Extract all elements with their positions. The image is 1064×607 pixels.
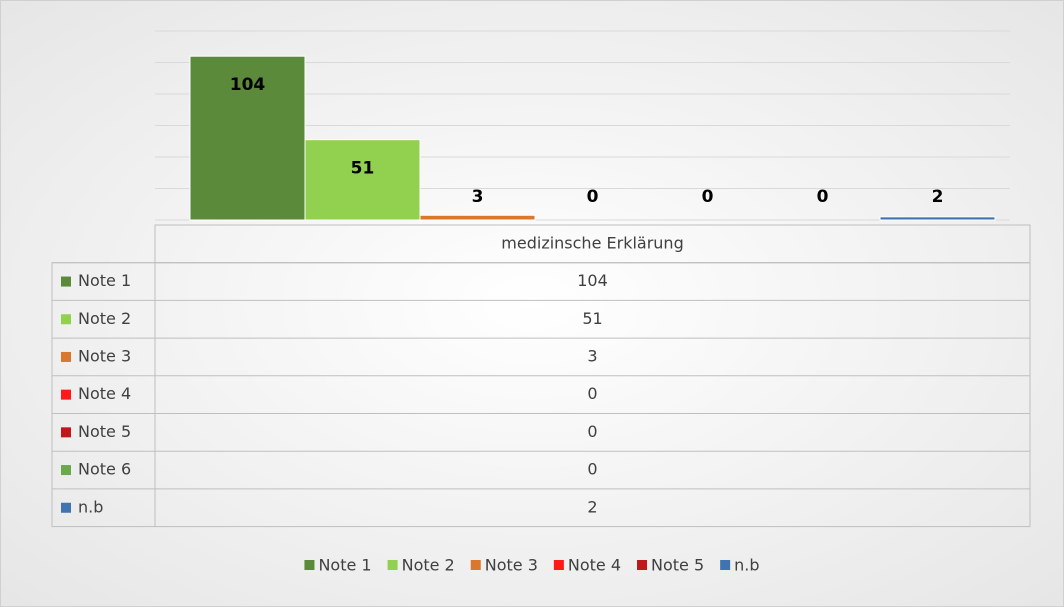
legend-swatch [553, 560, 564, 570]
bar [304, 139, 421, 221]
legend-swatch [720, 560, 731, 570]
table-key [61, 427, 71, 438]
table-key [61, 314, 71, 325]
data-label: 0 [587, 187, 599, 207]
table-value: 0 [587, 422, 597, 441]
table-value: 51 [582, 309, 602, 328]
legend-label: Note 1 [318, 556, 371, 575]
bar [419, 214, 536, 221]
table-row-label: Note 5 [78, 422, 131, 441]
table-row-label: Note 1 [78, 271, 131, 290]
legend-swatch [304, 560, 315, 570]
data-label: 0 [817, 187, 829, 207]
data-label: 2 [932, 187, 944, 207]
table-key [61, 351, 71, 362]
bar [879, 216, 996, 221]
table-key [61, 389, 71, 400]
table-value: 0 [587, 460, 597, 479]
legend-swatch [470, 560, 481, 570]
data-label: 51 [351, 159, 375, 179]
legend-label: Note 3 [485, 556, 538, 575]
legend-swatch [387, 560, 398, 570]
legend-swatch [637, 560, 648, 570]
legend-label: Note 4 [568, 556, 621, 575]
table-row-label: Note 2 [78, 309, 131, 328]
table-key [61, 465, 71, 476]
data-label: 104 [230, 75, 266, 95]
table-value: 104 [577, 271, 608, 290]
table-row-label: Note 4 [78, 384, 131, 403]
table-value: 0 [587, 384, 597, 403]
table-key [61, 276, 71, 287]
table-key [61, 502, 71, 513]
table-value: 2 [587, 497, 597, 516]
table-value: 3 [587, 346, 597, 365]
table-header: medizinsche Erklärung [501, 233, 683, 252]
legend-label: Note 5 [651, 556, 704, 575]
table-row-label: Note 6 [78, 460, 131, 479]
data-label: 3 [472, 187, 484, 207]
legend-label: Note 2 [402, 556, 455, 575]
bar [189, 55, 306, 221]
data-label: 0 [702, 187, 714, 207]
table-row-label: n.b [78, 497, 103, 516]
table-row-label: Note 3 [78, 346, 131, 365]
legend-label: n.b [734, 556, 759, 575]
